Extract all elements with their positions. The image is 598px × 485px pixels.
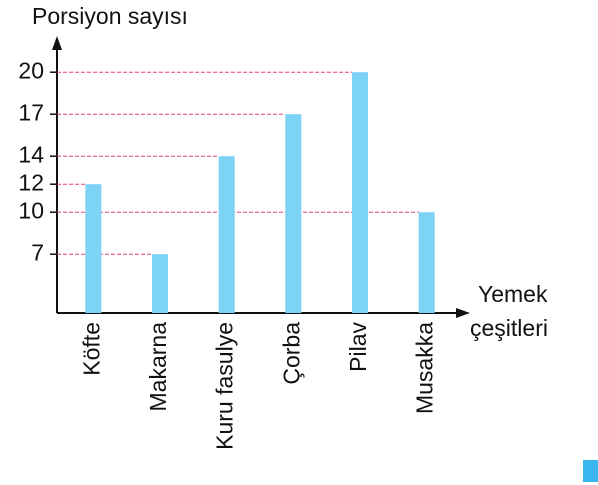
x-tick-label: Çorba (278, 322, 304, 385)
y-tick-label: 20 (18, 57, 44, 83)
y-tick-label: 17 (18, 99, 44, 125)
x-arrow (456, 308, 470, 318)
decoration (583, 460, 598, 482)
x-tick-label: Kuru fasulye (212, 322, 238, 450)
x-axis-label: çeşitleri (470, 315, 548, 341)
bar (285, 114, 302, 313)
x-tick-label: Pilav (345, 322, 371, 372)
y-arrow (52, 36, 62, 50)
bar (152, 254, 168, 313)
bar (218, 156, 235, 313)
bar (85, 184, 102, 313)
y-axis-label: Porsiyon sayısı (32, 3, 188, 29)
bar (352, 72, 368, 313)
bar (418, 212, 435, 313)
y-tick-label: 14 (18, 141, 44, 167)
x-axis-label: Yemek (478, 281, 548, 307)
y-tick-label: 7 (31, 239, 44, 265)
y-tick-label: 12 (18, 169, 44, 195)
x-tick-label: Köfte (78, 322, 104, 376)
x-tick-label: Musakka (412, 322, 438, 414)
x-tick-label: Makarna (145, 322, 171, 412)
y-tick-label: 10 (18, 197, 44, 223)
